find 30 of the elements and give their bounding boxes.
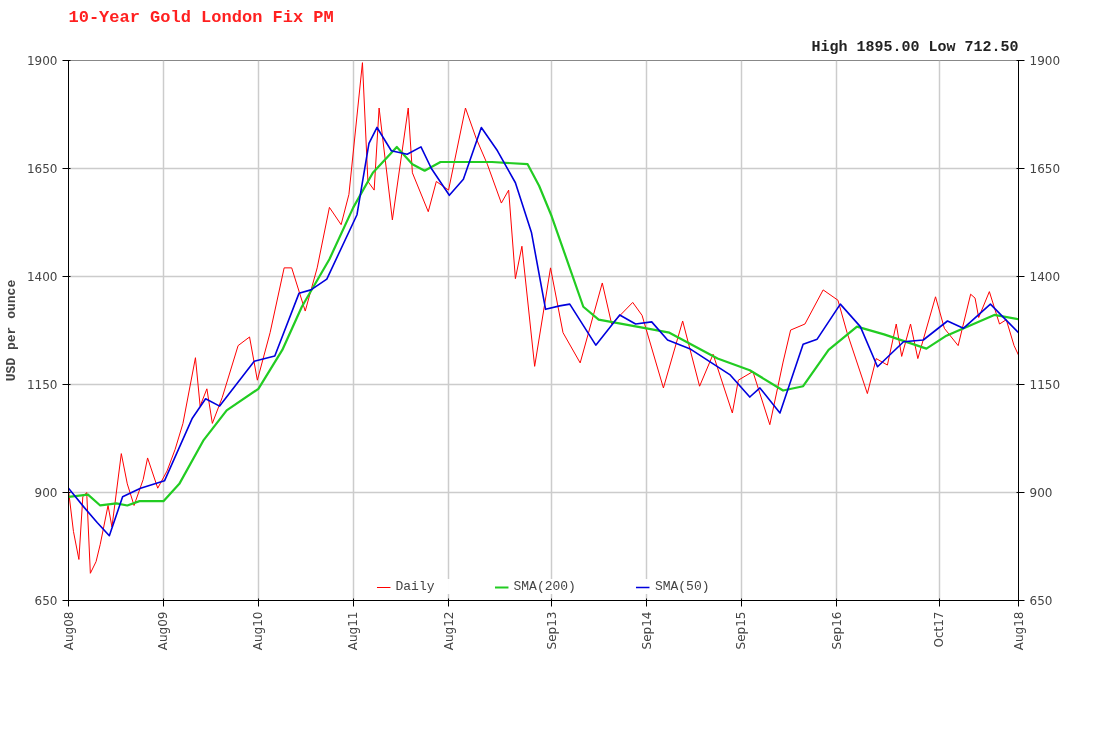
x-tick-label: Sep13	[544, 611, 559, 650]
y2-tick-label: 1150	[1029, 378, 1061, 392]
y2-tick-label: 650	[1029, 594, 1053, 608]
legend-label: SMA(200)	[513, 579, 576, 594]
x-tick-label: Sep15	[734, 611, 749, 650]
y-tick-label: 1900	[26, 54, 58, 68]
text: High 1895.00 Low 712.50	[811, 38, 1019, 56]
y2-tick-label: 900	[1029, 486, 1053, 500]
y-tick-label: 1400	[26, 270, 58, 284]
y-tick-label: 1650	[26, 162, 58, 176]
y-tick-label: 900	[34, 486, 58, 500]
y2-tick-label: 1400	[1029, 270, 1061, 284]
x-tick-label: Aug10	[251, 611, 266, 651]
x-tick-label: Sep16	[829, 611, 844, 650]
x-tick-label: Aug18	[1011, 611, 1026, 651]
x-tick-label: Aug12	[441, 611, 456, 651]
legend-label: SMA(50)	[654, 579, 710, 594]
x-tick-label: Aug09	[156, 611, 171, 651]
x-tick-label: Oct17	[932, 611, 947, 648]
y2-tick-label: 1650	[1029, 162, 1061, 176]
x-tick-label: Aug11	[346, 611, 361, 651]
y-tick-label: 650	[34, 594, 58, 608]
x-tick-label: Sep14	[639, 611, 654, 650]
legend-label: Daily	[395, 579, 435, 594]
y-axis-title: USD per ounce	[3, 279, 19, 382]
line-series	[68, 62, 1019, 574]
x-tick-label: Aug08	[61, 611, 76, 651]
y2-tick-label: 1900	[1029, 54, 1061, 68]
chart-title: 10-Year Gold London Fix PM	[68, 7, 334, 27]
y-tick-label: 1150	[26, 378, 58, 392]
